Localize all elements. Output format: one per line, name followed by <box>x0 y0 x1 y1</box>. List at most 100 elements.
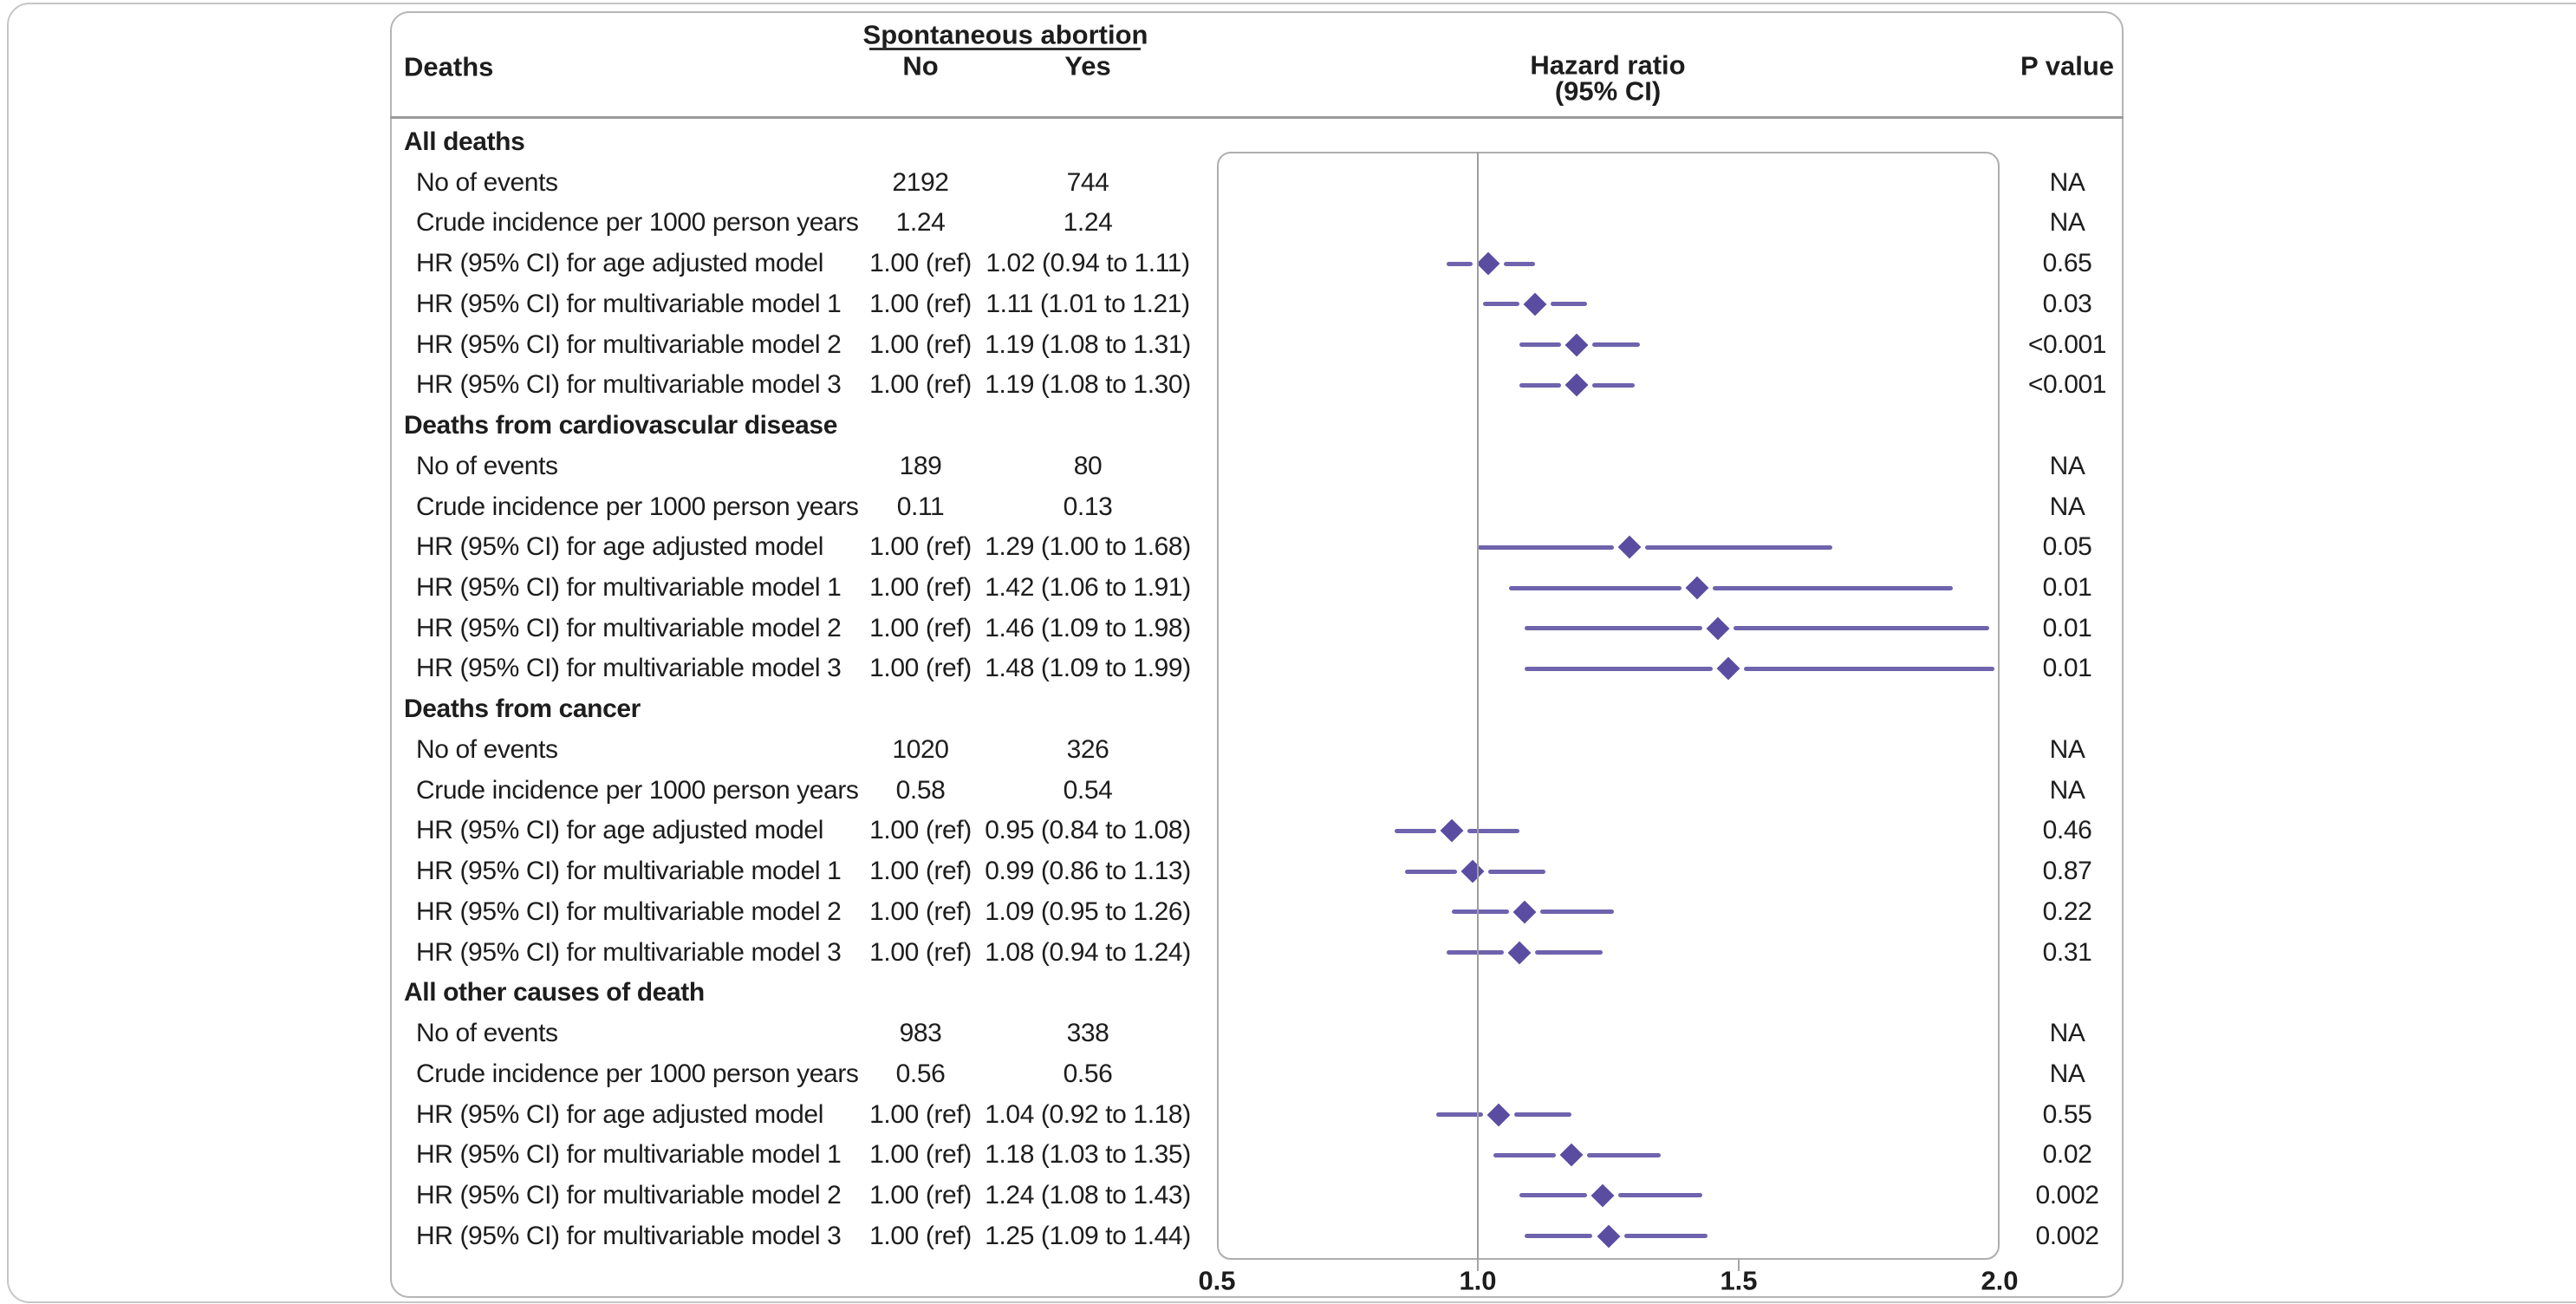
ci-upper-segment <box>1592 382 1635 388</box>
row-value-yes: 1.19 (1.08 to 1.30) <box>985 370 1191 400</box>
row-label: HR (95% CI) for multivariable model 1 <box>416 573 842 603</box>
ci-lower-segment <box>1493 1152 1557 1157</box>
axis-tick-label: 2.0 <box>1981 1265 2019 1296</box>
row-p-value: 0.87 <box>2042 857 2092 886</box>
row-p-value: NA <box>2049 734 2085 764</box>
row-p-value: 0.01 <box>2042 654 2092 683</box>
row-value-no: 189 <box>899 451 942 480</box>
row-value-no: 1.00 (ref) <box>869 1221 972 1250</box>
deaths-column-header: Deaths <box>404 51 494 82</box>
row-label: HR (95% CI) for multivariable model 1 <box>416 1140 842 1170</box>
row-value-yes: 1.46 (1.09 to 1.98) <box>985 613 1191 642</box>
row-p-value: NA <box>2049 1019 2085 1048</box>
row-label: HR (95% CI) for multivariable model 3 <box>416 1221 842 1250</box>
ci-upper-segment <box>1623 1234 1708 1239</box>
row-value-yes: 1.11 (1.01 to 1.21) <box>986 289 1190 318</box>
row-p-value: <0.001 <box>2027 329 2107 359</box>
row-value-no: 0.56 <box>895 1059 946 1088</box>
row-value-yes: 1.02 (0.94 to 1.11) <box>986 249 1190 278</box>
header-separator-line <box>390 116 2124 119</box>
axis-tick-label: 1.5 <box>1720 1265 1758 1296</box>
row-value-no: 2192 <box>892 167 949 197</box>
row-value-yes: 0.56 <box>1063 1059 1113 1088</box>
row-p-value: 0.002 <box>2035 1180 2099 1209</box>
ci-lower-segment <box>1404 869 1457 874</box>
row-value-no: 1.00 (ref) <box>869 816 972 845</box>
row-p-value: NA <box>2049 775 2085 805</box>
row-label: HR (95% CI) for multivariable model 1 <box>416 289 842 318</box>
axis-tick-mark <box>1477 1260 1479 1271</box>
ci-upper-segment <box>1733 626 1989 631</box>
row-value-no: 1020 <box>892 734 949 764</box>
row-label: HR (95% CI) for age adjusted model <box>416 249 823 278</box>
row-value-no: 1.00 (ref) <box>869 289 972 318</box>
ci-lower-segment <box>1509 585 1682 590</box>
row-value-no: 1.00 (ref) <box>869 654 972 683</box>
ci-upper-segment <box>1540 910 1614 915</box>
row-p-value: NA <box>2049 451 2085 480</box>
row-label: HR (95% CI) for multivariable model 1 <box>416 857 842 886</box>
row-value-yes: 1.08 (0.94 to 1.24) <box>985 937 1191 967</box>
row-value-yes: 1.18 (1.03 to 1.35) <box>985 1140 1191 1170</box>
row-label: Crude incidence per 1000 person years <box>416 1059 859 1088</box>
no-column-header: No <box>902 50 939 82</box>
ci-lower-segment <box>1519 382 1562 388</box>
ci-upper-segment <box>1587 1152 1661 1157</box>
ci-lower-segment <box>1446 261 1473 266</box>
row-p-value: <0.001 <box>2027 370 2107 400</box>
row-value-no: 983 <box>899 1019 942 1048</box>
row-value-no: 1.00 (ref) <box>869 857 972 886</box>
ci-upper-segment <box>1592 342 1640 348</box>
row-value-yes: 0.99 (0.86 to 1.13) <box>985 857 1191 886</box>
ci-lower-segment <box>1525 626 1702 631</box>
section-title: Deaths from cardiovascular disease <box>404 411 837 440</box>
row-p-value: 0.22 <box>2042 896 2092 926</box>
section-title: All deaths <box>404 127 525 156</box>
ci-upper-segment <box>1504 261 1536 266</box>
row-value-yes: 1.42 (1.06 to 1.91) <box>985 573 1191 603</box>
row-value-yes: 326 <box>1066 734 1109 764</box>
ci-upper-segment <box>1743 666 1994 671</box>
row-value-yes: 338 <box>1066 1019 1109 1048</box>
row-label: HR (95% CI) for age adjusted model <box>416 1099 823 1129</box>
row-label: HR (95% CI) for multivariable model 2 <box>416 613 842 642</box>
row-value-no: 1.00 (ref) <box>869 370 972 400</box>
row-label: HR (95% CI) for multivariable model 3 <box>416 654 842 683</box>
axis-tick-mark <box>1738 1260 1740 1271</box>
row-value-no: 1.00 (ref) <box>869 613 972 642</box>
row-value-yes: 1.24 (1.08 to 1.43) <box>985 1180 1191 1209</box>
row-value-no: 1.00 (ref) <box>869 1180 972 1209</box>
row-label: Crude incidence per 1000 person years <box>416 208 859 238</box>
ci-upper-segment <box>1514 1112 1572 1118</box>
row-label: No of events <box>416 1019 558 1048</box>
row-value-no: 1.00 (ref) <box>869 532 972 562</box>
group-header-underline <box>869 48 1141 50</box>
ci-upper-segment <box>1467 828 1520 833</box>
row-p-value: 0.05 <box>2042 532 2092 562</box>
group-column-header: Spontaneous abortion <box>862 19 1148 50</box>
ci-lower-segment <box>1483 302 1520 307</box>
row-label: Crude incidence per 1000 person years <box>416 492 859 521</box>
row-value-no: 0.11 <box>896 492 945 521</box>
row-value-yes: 744 <box>1066 167 1109 197</box>
ci-upper-segment <box>1644 544 1833 550</box>
row-label: Crude incidence per 1000 person years <box>416 775 859 805</box>
row-p-value: 0.002 <box>2035 1221 2099 1250</box>
row-value-yes: 1.09 (0.95 to 1.26) <box>985 896 1191 926</box>
ci-lower-segment <box>1478 544 1614 550</box>
ci-lower-segment <box>1525 666 1713 671</box>
axis-tick-label: 1.0 <box>1459 1265 1497 1296</box>
row-p-value: NA <box>2049 1059 2085 1088</box>
row-label: HR (95% CI) for age adjusted model <box>416 816 823 845</box>
row-value-yes: 1.04 (0.92 to 1.18) <box>985 1099 1191 1129</box>
row-p-value: 0.31 <box>2042 937 2092 967</box>
row-label: HR (95% CI) for age adjusted model <box>416 532 823 562</box>
ci-upper-segment <box>1551 302 1588 307</box>
ci-upper-segment <box>1487 869 1546 874</box>
row-p-value: 0.01 <box>2042 573 2092 603</box>
row-label: HR (95% CI) for multivariable model 2 <box>416 896 842 926</box>
row-p-value: 0.55 <box>2042 1099 2092 1129</box>
row-p-value: 0.65 <box>2042 249 2092 278</box>
ci-lower-segment <box>1519 342 1562 348</box>
yes-column-header: Yes <box>1064 50 1111 82</box>
